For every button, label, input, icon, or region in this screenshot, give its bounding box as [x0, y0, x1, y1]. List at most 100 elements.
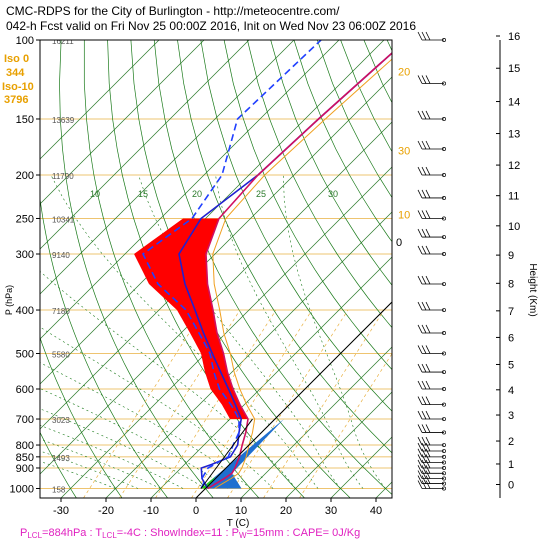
height-tick-label: 16: [508, 31, 520, 43]
zero-label: 0: [396, 237, 402, 249]
height-label: 158: [52, 485, 66, 494]
mixing-ratio-line: [227, 309, 349, 498]
height-label: 16211: [52, 37, 74, 46]
wind-barb-flag: [417, 475, 423, 484]
wind-barb-station: [442, 466, 446, 470]
height-tick-label: 7: [508, 306, 514, 318]
wind-barb-flag: [425, 424, 431, 433]
wind-barb-station: [442, 216, 446, 221]
x-tick-label: -20: [98, 505, 114, 517]
y-tick-label: 400: [16, 305, 34, 317]
parcel-path-line: [178, 51, 392, 489]
wind-barb-station: [442, 481, 446, 486]
wind-barb-flag: [425, 475, 431, 484]
y-axis-label: P (hPa): [4, 285, 14, 315]
wind-barb-flag: [417, 189, 423, 199]
wind-barb-flag: [421, 275, 427, 285]
wind-barb-flag: [421, 410, 427, 420]
wind-barb-station: [442, 402, 446, 407]
isotherm-line: [40, 40, 160, 160]
y-tick-label: 100: [16, 35, 34, 47]
isotherm-line: [150, 256, 392, 498]
y-tick-label: 800: [16, 440, 34, 452]
wind-barb-station: [442, 117, 446, 121]
x-tick-label: 20: [280, 505, 292, 517]
wind-barb-flag: [421, 448, 427, 458]
y-tick-label: 200: [16, 170, 34, 182]
lcl-line: [200, 418, 253, 489]
wind-barb-station: [442, 81, 446, 86]
iso0-label: Iso 0: [4, 53, 29, 65]
green-shaded-area: [201, 476, 216, 489]
wind-barb-station: [442, 235, 446, 239]
moist-adiabat: [50, 174, 319, 489]
height-tick-label: 9: [508, 250, 514, 262]
wind-barb-flag: [425, 454, 431, 463]
dry-adiabat: [40, 336, 123, 498]
isotherm-line: [330, 436, 392, 498]
wind-barb-flag: [425, 442, 431, 452]
mixing-ratio-line: [299, 353, 392, 498]
wind-barb-flag: [421, 454, 427, 463]
height-tick-label: 6: [508, 332, 514, 344]
height-tick-label: 0: [508, 479, 514, 491]
dry-adiabat: [247, 40, 392, 329]
wind-barb-flag: [417, 245, 423, 255]
isotherm-line: [375, 481, 392, 498]
wind-barb-station: [442, 196, 446, 200]
wind-barb-flag: [417, 480, 423, 489]
wind-barb-flag: [425, 396, 431, 405]
height-tick-label: 13: [508, 129, 520, 141]
chart-title-line2: 042-h Fcst valid on Fri Nov 25 00:00Z 20…: [6, 19, 416, 33]
dry-adiabat: [340, 40, 392, 153]
wind-barb-flag: [417, 345, 423, 354]
iso10-value: 3796: [4, 94, 28, 106]
mixing-ratio-line: [83, 309, 205, 498]
wind-barb-flag: [421, 31, 427, 41]
wind-barb-flag: [421, 110, 427, 120]
y-tick-label: 600: [16, 384, 34, 396]
wind-barb-flag: [425, 380, 431, 390]
wind-barb-flag: [417, 275, 423, 285]
wind-barb-station: [442, 38, 446, 42]
moist-adiabat: [40, 450, 139, 489]
wind-barb-flag: [421, 480, 427, 489]
wind-barb-flag: [421, 210, 427, 219]
x-tick-label: 30: [325, 505, 337, 517]
wind-barb-flag: [425, 110, 431, 120]
y-tick-label: 850: [16, 452, 34, 464]
height-tick-label: 15: [508, 63, 520, 75]
wind-barb-station: [442, 351, 446, 356]
isotherm-line: [40, 40, 340, 340]
iso10-label: Iso-10: [2, 81, 34, 93]
wind-barb-flag: [425, 166, 431, 176]
height-label: 11790: [52, 172, 74, 181]
x-axis-label: T (C): [227, 518, 250, 529]
moist-adiabat: [283, 174, 386, 489]
dry-adiabat: [40, 196, 168, 498]
wind-barb-flag: [417, 31, 423, 41]
wind-barb-flag: [417, 210, 423, 219]
wind-barb-flag: [425, 480, 431, 489]
wind-barb-flag: [421, 301, 427, 311]
wind-barb-station: [442, 454, 446, 459]
moist-adiabat: [40, 271, 296, 489]
wind-barb-flag: [421, 363, 427, 373]
height-tick-label: 5: [508, 359, 514, 371]
y-tick-label: 1000: [10, 483, 34, 495]
mixing-ratio-line: [155, 309, 277, 498]
wind-barb-flag: [421, 189, 427, 199]
wind-barb-flag: [421, 424, 427, 433]
wind-barb-flag: [425, 75, 431, 84]
wind-barb-flag: [425, 459, 431, 469]
height-tick-label: 11: [508, 191, 519, 203]
height-tick-label: 14: [508, 97, 520, 109]
wind-barb-flag: [425, 410, 431, 420]
wind-barb-flag: [421, 75, 427, 84]
dry-adiabat: [386, 40, 392, 52]
iso0-value: 344: [6, 67, 25, 79]
wind-barb-station: [442, 417, 446, 421]
wind-barb-flag: [417, 75, 423, 84]
wind-barb-flag: [421, 436, 427, 446]
